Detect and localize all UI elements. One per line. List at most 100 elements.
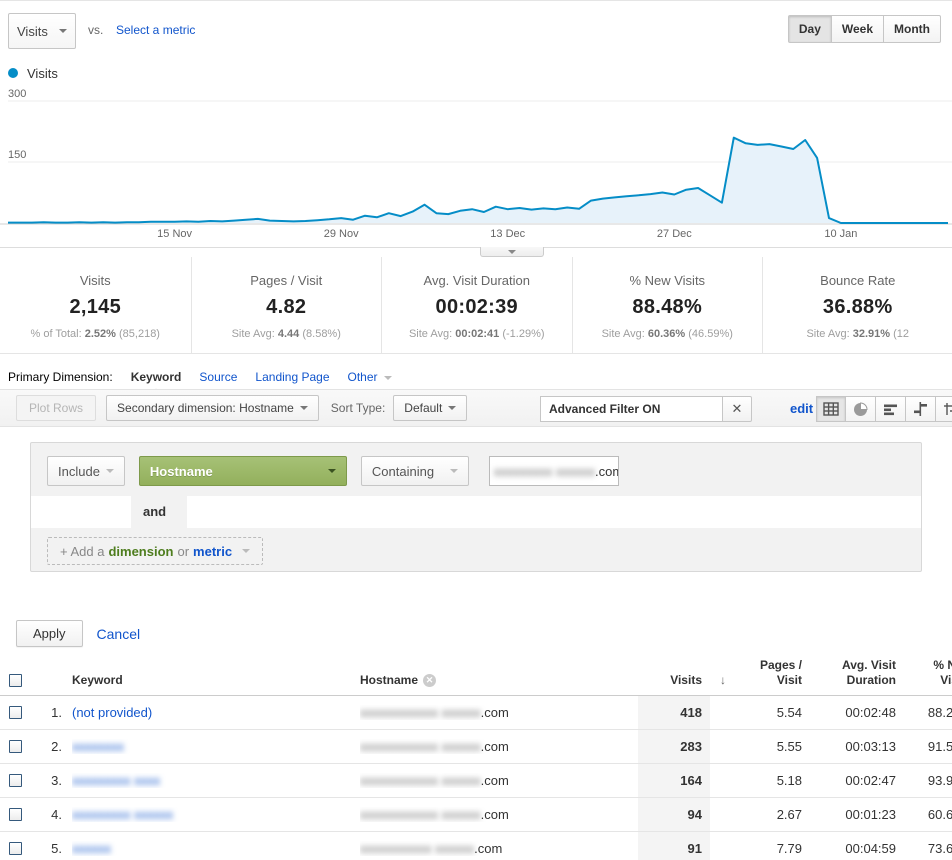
keyword-link[interactable]: xxxxxxxxx xxxx: [72, 773, 161, 788]
advanced-filter-clear-button[interactable]: ✕: [722, 396, 752, 422]
chevron-down-icon: [508, 249, 516, 254]
table-view-icon: [823, 402, 839, 416]
graph-metric-dropdown[interactable]: Visits: [8, 13, 76, 49]
column-header-avg-visit-duration[interactable]: Avg. Visit Duration: [841, 658, 896, 687]
row-checkbox[interactable]: [8, 740, 22, 753]
chart-plot-area: [0, 100, 952, 225]
sort-type-value: Default: [404, 401, 443, 415]
view-toggle-group: [816, 396, 952, 422]
column-header-visits[interactable]: Visits: [670, 672, 702, 687]
metric-card-pages-per-visit: Pages / Visit 4.82 Site Avg: 4.44 (8.58%…: [190, 257, 382, 353]
visits-cell: 94: [638, 798, 710, 831]
chart-options-collapse-tab[interactable]: [480, 247, 544, 257]
hostname-blurred-text: xxxxxxxxxxxx xxxxxx: [360, 773, 481, 788]
row-checkbox[interactable]: [8, 706, 22, 719]
chevron-down-icon: [299, 406, 308, 410]
advanced-filter-edit-link[interactable]: edit: [790, 401, 814, 416]
select-all-checkbox[interactable]: [8, 674, 22, 687]
metric-card-pct-new-visits: % New Visits 88.48% Site Avg: 60.36% (46…: [571, 257, 763, 353]
filter-and-left-slot: [31, 496, 131, 528]
remove-secondary-dimension-icon[interactable]: ✕: [423, 673, 437, 687]
filter-include-label: Include: [58, 463, 100, 479]
chart-bottom-divider: [0, 247, 952, 248]
table-view-button[interactable]: [816, 396, 846, 422]
metric-subtext: Site Avg: 60.36% (46.59%): [601, 328, 733, 340]
granularity-toggle: Day Week Month: [787, 15, 941, 43]
filter-include-dropdown[interactable]: Include: [47, 456, 125, 486]
legend-series-label: Visits: [27, 65, 58, 81]
keyword-link[interactable]: xxxxxxxx: [72, 739, 124, 754]
filter-actions-row: Apply Cancel: [16, 620, 140, 647]
granularity-day-button[interactable]: Day: [787, 15, 832, 43]
advanced-filter-status: Advanced Filter ON: [540, 396, 722, 422]
row-index: 4.: [51, 807, 62, 822]
comparison-view-button[interactable]: [906, 396, 936, 422]
keyword-link[interactable]: xxxxxx: [72, 841, 111, 856]
hostname-blurred-text: xxxxxxxxxxxx xxxxxx: [360, 705, 481, 720]
metric-subtext: Site Avg: 00:02:41 (-1.29%): [408, 328, 545, 340]
table-row: 2. xxxxxxxx xxxxxxxxxxxx xxxxxx.com 283 …: [0, 730, 952, 764]
graph-metric-dropdown-label: Visits: [17, 23, 48, 39]
granularity-week-button[interactable]: Week: [831, 15, 885, 43]
filter-match-type-dropdown[interactable]: Containing: [360, 456, 469, 486]
dimension-tab-landing-page[interactable]: Landing Page: [255, 370, 330, 384]
column-header-pct-new-visits[interactable]: % New Visits: [933, 658, 952, 687]
pivot-view-button[interactable]: [936, 396, 952, 422]
granularity-month-button[interactable]: Month: [884, 15, 941, 43]
avg-visit-duration-cell: 00:02:48: [845, 705, 896, 720]
chevron-down-icon: [327, 469, 336, 473]
plot-rows-button[interactable]: Plot Rows: [16, 395, 97, 421]
sort-descending-icon[interactable]: ↓: [720, 672, 726, 687]
metric-label: Pages / Visit: [250, 273, 323, 288]
secondary-dimension-dropdown[interactable]: Secondary dimension: Hostname: [106, 395, 319, 421]
metric-label: Visits: [79, 273, 111, 288]
x-axis-tick-label: 15 Nov: [157, 228, 193, 240]
visits-cell: 91: [638, 832, 710, 860]
row-checkbox[interactable]: [8, 774, 22, 787]
vs-label: vs.: [88, 23, 104, 37]
percentage-view-button[interactable]: [846, 396, 876, 422]
row-index: 3.: [51, 773, 62, 788]
table-row: 3. xxxxxxxxx xxxx xxxxxxxxxxxx xxxxxx.co…: [0, 764, 952, 798]
select-a-metric-link[interactable]: Select a metric: [116, 23, 196, 37]
percentage-view-icon: [854, 401, 868, 416]
visits-cell: 418: [638, 696, 710, 729]
row-index: 5.: [51, 841, 62, 856]
y-axis-tick-150: 150: [8, 149, 27, 161]
table-body: 1. (not provided) xxxxxxxxxxxx xxxxxx.co…: [0, 696, 952, 860]
dimension-tab-other[interactable]: Other: [348, 370, 392, 384]
cancel-link[interactable]: Cancel: [96, 625, 141, 642]
dimension-tab-keyword[interactable]: Keyword: [131, 370, 181, 394]
metric-card-visits: Visits 2,145 % of Total: 2.52% (85,218): [0, 257, 191, 353]
pct-new-visits-cell: 73.63%: [927, 841, 952, 856]
sort-type-dropdown[interactable]: Default: [393, 395, 468, 421]
performance-view-button[interactable]: [876, 396, 906, 422]
metric-label: Avg. Visit Duration: [423, 273, 530, 288]
keyword-link[interactable]: xxxxxxxxx xxxxxx: [72, 807, 174, 822]
row-checkbox[interactable]: [8, 808, 22, 821]
chevron-down-icon: [383, 375, 392, 380]
pct-new-visits-cell: 88.28%: [927, 705, 952, 720]
pages-per-visit-cell: 7.79: [776, 841, 802, 856]
column-header-keyword[interactable]: Keyword: [72, 672, 123, 687]
row-checkbox[interactable]: [8, 842, 22, 855]
y-axis-tick-300: 300: [8, 88, 27, 100]
add-dimension-or-metric-button[interactable]: + Add a dimension or metric: [47, 537, 264, 565]
series-line: [8, 136, 948, 224]
sort-type-label: Sort Type:: [330, 401, 386, 415]
metric-card-avg-visit-duration: Avg. Visit Duration 00:02:39 Site Avg: 0…: [381, 257, 572, 353]
apply-button[interactable]: Apply: [16, 620, 83, 647]
column-header-hostname[interactable]: Hostname ✕: [360, 673, 638, 687]
advanced-filter-chip: Advanced Filter ON ✕: [540, 396, 752, 422]
secondary-dimension-label: Secondary dimension: Hostname: [117, 401, 294, 415]
chevron-down-icon: [59, 29, 67, 33]
column-header-pages-per-visit[interactable]: Pages / Visit: [759, 658, 802, 687]
hostname-suffix: .com: [480, 705, 509, 720]
chart-legend: Visits: [8, 65, 58, 81]
advanced-filter-panel: Include Hostname Containing xxxxxxxxx xx…: [30, 442, 922, 572]
filter-field-dropdown[interactable]: Hostname: [138, 456, 347, 486]
filter-value-input[interactable]: xxxxxxxxx xxxxxx.com: [488, 456, 619, 486]
keyword-link[interactable]: (not provided): [72, 705, 153, 720]
dimension-tab-source[interactable]: Source: [199, 370, 238, 384]
hostname-suffix: .com: [480, 739, 509, 754]
